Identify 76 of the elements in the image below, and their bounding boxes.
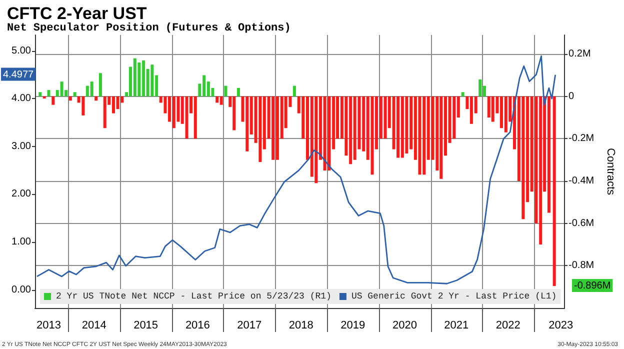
y2-tick-label: -0.8M [568,260,594,272]
text: -0.896M [574,280,611,292]
line-series [36,55,556,284]
bar [452,96,456,139]
bar [478,79,482,96]
bar [328,96,331,170]
bar [94,96,98,101]
bar [90,82,94,96]
bar [405,96,408,154]
x-tick-label: 2016 [185,320,210,332]
x-tick-label: 2013 [36,320,61,332]
bar [47,90,50,96]
bar [292,86,296,96]
bar [52,96,55,105]
bar [504,96,508,132]
x-tick-label: 2022 [496,320,520,332]
legend-label: 2 Yr US TNote Net NCCP - Last Price on 5/23/23 (R1) [56,292,332,302]
bar [547,96,550,213]
bar [236,88,240,96]
bar [384,96,387,139]
bar [491,96,494,122]
y2-tick-label: 0.2M [568,48,591,60]
bar [185,96,188,139]
y2-axis-title: Contracts [604,148,616,196]
bar [103,96,106,128]
bar [194,96,197,139]
chart-title: CFTC 2-Year UST [7,4,148,23]
y-tick-label: 4.00 [12,93,32,104]
y2-tick-label: 0 [568,90,575,102]
bar [353,96,356,160]
y-tick-label: 5.00 [12,45,32,56]
chart-subtitle: Net Speculator Position (Futures & Options) [7,22,291,34]
bar [552,96,556,286]
y2-tick-label: -0.2M [568,133,594,144]
x-tick-label: 2019 [340,320,366,332]
text: 4.4977 [3,69,34,80]
bar [522,96,525,220]
bar [440,96,443,179]
bar [461,92,464,96]
bar [38,92,42,96]
bar [396,96,400,158]
bar [98,73,102,96]
bar [418,96,422,175]
x-tick-label: 2014 [82,320,106,332]
bar [220,96,223,105]
y-tick-label: 3.00 [12,140,32,152]
bar [224,86,228,96]
bar [138,62,141,96]
bar [82,96,85,116]
bar [314,96,318,184]
bar [258,96,262,162]
y-tick-label: 1.00 [12,236,32,248]
bar [272,96,275,160]
bar [216,96,219,103]
bar [60,82,64,96]
y2-tick-label: -0.6M [568,218,594,229]
x-tick-label: 2021 [444,320,469,332]
bar [232,96,236,130]
bar [400,96,404,158]
y-tick-label: 2.00 [12,188,32,200]
bar [370,96,374,175]
bar [73,92,76,96]
bar [68,96,72,101]
y2-tick-label: -0.4M [568,176,594,187]
x-tick-label: 2023 [548,320,574,332]
legend-label: US Generic Govt 2 Yr - Last Price (L1) [351,292,557,302]
bar [323,96,326,170]
bar [487,96,490,118]
x-tick-label: 2015 [134,320,158,332]
x-tick-label: 2017 [237,320,262,332]
bar [116,96,120,110]
x-tick-label: 2020 [392,320,417,332]
x-tick-label: 2018 [288,320,314,332]
bar [150,64,154,96]
bar [133,58,136,96]
y-tick-label: 0.00 [12,284,32,296]
